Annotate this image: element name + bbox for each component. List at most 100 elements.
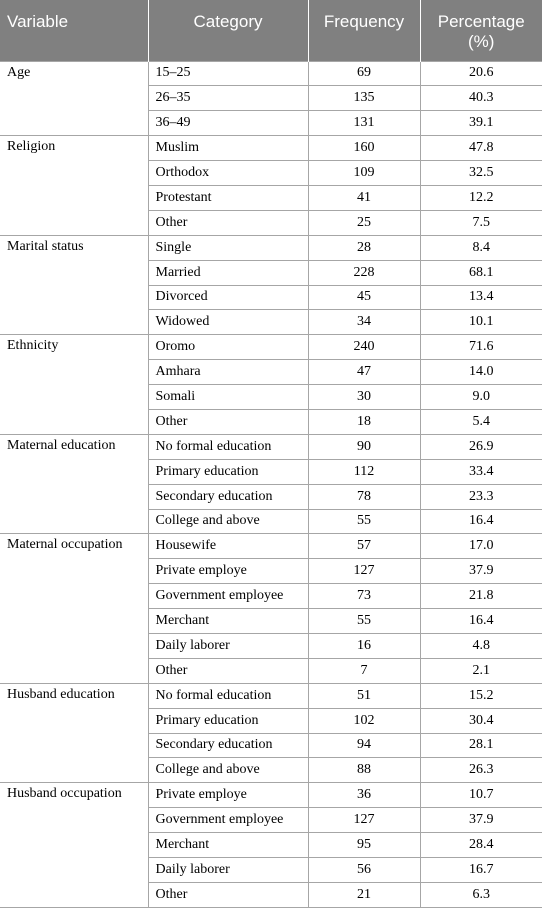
header-percentage-label: Percentage bbox=[437, 12, 525, 31]
category-cell: Other bbox=[148, 209, 309, 236]
category-cell: Primary education bbox=[148, 707, 309, 734]
table-row: Marital status Single 28 8.4 bbox=[0, 234, 542, 336]
frequency-cell: 160 bbox=[307, 135, 421, 162]
table-row: Maternal education No formal education 90 2… bbox=[0, 433, 542, 535]
category-cell: Single bbox=[147, 234, 309, 261]
percentage-cell: 5.4 bbox=[419, 408, 542, 435]
table-row: Husband occupation Private employe 36 10.7 bbox=[0, 782, 542, 908]
frequency-cell: 112 bbox=[307, 458, 421, 485]
frequency-cell: 56 bbox=[307, 857, 421, 883]
variable-cell: Marital status bbox=[0, 234, 149, 336]
category-cell: Amhara bbox=[148, 359, 309, 386]
variable-cell: Ethnicity bbox=[0, 334, 149, 435]
category-cell: 15–25 bbox=[147, 60, 309, 87]
table-row: Secondary education 78 23.3 bbox=[0, 483, 542, 510]
frequency-cell: 131 bbox=[307, 110, 421, 137]
frequency-cell: 25 bbox=[307, 209, 421, 236]
frequency-cell: 228 bbox=[307, 259, 421, 286]
category-cell: Daily laborer bbox=[148, 632, 309, 659]
frequency-cell: 73 bbox=[307, 583, 421, 610]
category-cell: Muslim bbox=[147, 135, 309, 162]
frequency-cell: 78 bbox=[307, 483, 421, 510]
table-row: Government employee 127 37.9 bbox=[0, 807, 542, 834]
category-cell: Orthodox bbox=[148, 160, 309, 186]
frequency-cell: 16 bbox=[307, 632, 421, 659]
table-row: Daily laborer 56 16.7 bbox=[0, 857, 542, 883]
category-cell: Widowed bbox=[148, 309, 309, 336]
header-row: Variable Category Frequency Percentage (… bbox=[0, 0, 542, 61]
percentage-cell: 9.0 bbox=[419, 384, 542, 410]
percentage-cell: 39.1 bbox=[419, 110, 542, 137]
frequency-cell: 90 bbox=[307, 433, 421, 460]
category-cell: Married bbox=[148, 259, 309, 286]
frequency-cell: 34 bbox=[307, 309, 421, 336]
frequency-cell: 30 bbox=[307, 384, 421, 410]
header-percentage-unit: (%) bbox=[468, 32, 495, 51]
variable-cell: Religion bbox=[0, 135, 149, 236]
table-row: Age 15–25 69 20.6 bbox=[0, 60, 542, 137]
frequency-cell: 36 bbox=[307, 782, 421, 809]
table-row: Divorced 45 13.4 bbox=[0, 284, 542, 311]
category-cell: Protestant bbox=[148, 184, 309, 211]
table-row: Merchant 95 28.4 bbox=[0, 832, 542, 858]
table-row: Somali 30 9.0 bbox=[0, 384, 542, 410]
frequency-cell: 109 bbox=[307, 160, 421, 186]
frequency-cell: 57 bbox=[307, 533, 421, 560]
table-row: Ethnicity Oromo 240 71.6 bbox=[0, 334, 542, 435]
frequency-cell: 55 bbox=[307, 508, 421, 535]
frequency-cell: 21 bbox=[307, 881, 421, 908]
category-cell: Housewife bbox=[147, 533, 309, 560]
frequency-cell: 28 bbox=[307, 234, 421, 261]
percentage-cell: 71.6 bbox=[419, 334, 542, 361]
percentage-cell: 37.9 bbox=[419, 558, 542, 585]
category-cell: Somali bbox=[148, 384, 309, 410]
percentage-cell: 12.2 bbox=[419, 184, 542, 211]
frequency-cell: 94 bbox=[307, 732, 421, 759]
frequency-cell: 51 bbox=[307, 682, 421, 709]
table-row: 26–35 135 40.3 bbox=[0, 85, 542, 112]
category-cell: 36–49 bbox=[148, 110, 309, 137]
category-cell: Other bbox=[148, 657, 309, 684]
frequency-cell: 55 bbox=[307, 608, 421, 634]
category-cell: Government employee bbox=[148, 583, 309, 610]
percentage-cell: 8.4 bbox=[419, 234, 542, 261]
table-row: Amhara 47 14.0 bbox=[0, 359, 542, 386]
table-row: Primary education 102 30.4 bbox=[0, 707, 542, 734]
table-row: Husband education No formal education 51 15… bbox=[0, 682, 542, 784]
percentage-cell: 17.0 bbox=[419, 533, 542, 560]
percentage-cell: 21.8 bbox=[419, 583, 542, 610]
table-row: Secondary education 94 28.1 bbox=[0, 732, 542, 759]
percentage-cell: 40.3 bbox=[419, 85, 542, 112]
frequency-cell: 45 bbox=[307, 284, 421, 311]
percentage-cell: 28.1 bbox=[419, 732, 542, 759]
category-cell: Primary education bbox=[148, 458, 309, 485]
header-category: Category bbox=[148, 0, 309, 61]
percentage-cell: 14.0 bbox=[419, 359, 542, 386]
category-cell: Private employe bbox=[147, 782, 309, 809]
frequency-cell: 7 bbox=[307, 657, 421, 684]
category-cell: Secondary education bbox=[148, 483, 309, 510]
category-cell: Other bbox=[148, 408, 309, 435]
frequency-cell: 127 bbox=[307, 807, 421, 834]
percentage-cell: 7.5 bbox=[419, 209, 542, 236]
table-header: Variable Category Frequency Percentage (… bbox=[0, 0, 542, 61]
percentage-cell: 28.4 bbox=[419, 832, 542, 858]
table-row: Maternal occupation Housewife 57 17.0 bbox=[0, 533, 542, 684]
percentage-cell: 2.1 bbox=[419, 657, 542, 684]
category-cell: College and above bbox=[148, 508, 309, 535]
variable-cell: Maternal education bbox=[0, 433, 149, 535]
table-row: 36–49 131 39.1 bbox=[0, 110, 542, 137]
variable-cell: Age bbox=[0, 60, 149, 137]
percentage-cell: 15.2 bbox=[419, 682, 542, 709]
category-cell: College and above bbox=[148, 757, 309, 784]
frequency-cell: 127 bbox=[307, 558, 421, 585]
percentage-cell: 37.9 bbox=[419, 807, 542, 834]
category-cell: Merchant bbox=[148, 832, 309, 858]
category-cell: No formal education bbox=[147, 433, 309, 460]
percentage-cell: 26.3 bbox=[419, 757, 542, 784]
frequency-cell: 47 bbox=[307, 359, 421, 386]
table-row: College and above 88 26.3 bbox=[0, 757, 542, 784]
frequency-cell: 18 bbox=[307, 408, 421, 435]
percentage-cell: 16.7 bbox=[419, 857, 542, 883]
